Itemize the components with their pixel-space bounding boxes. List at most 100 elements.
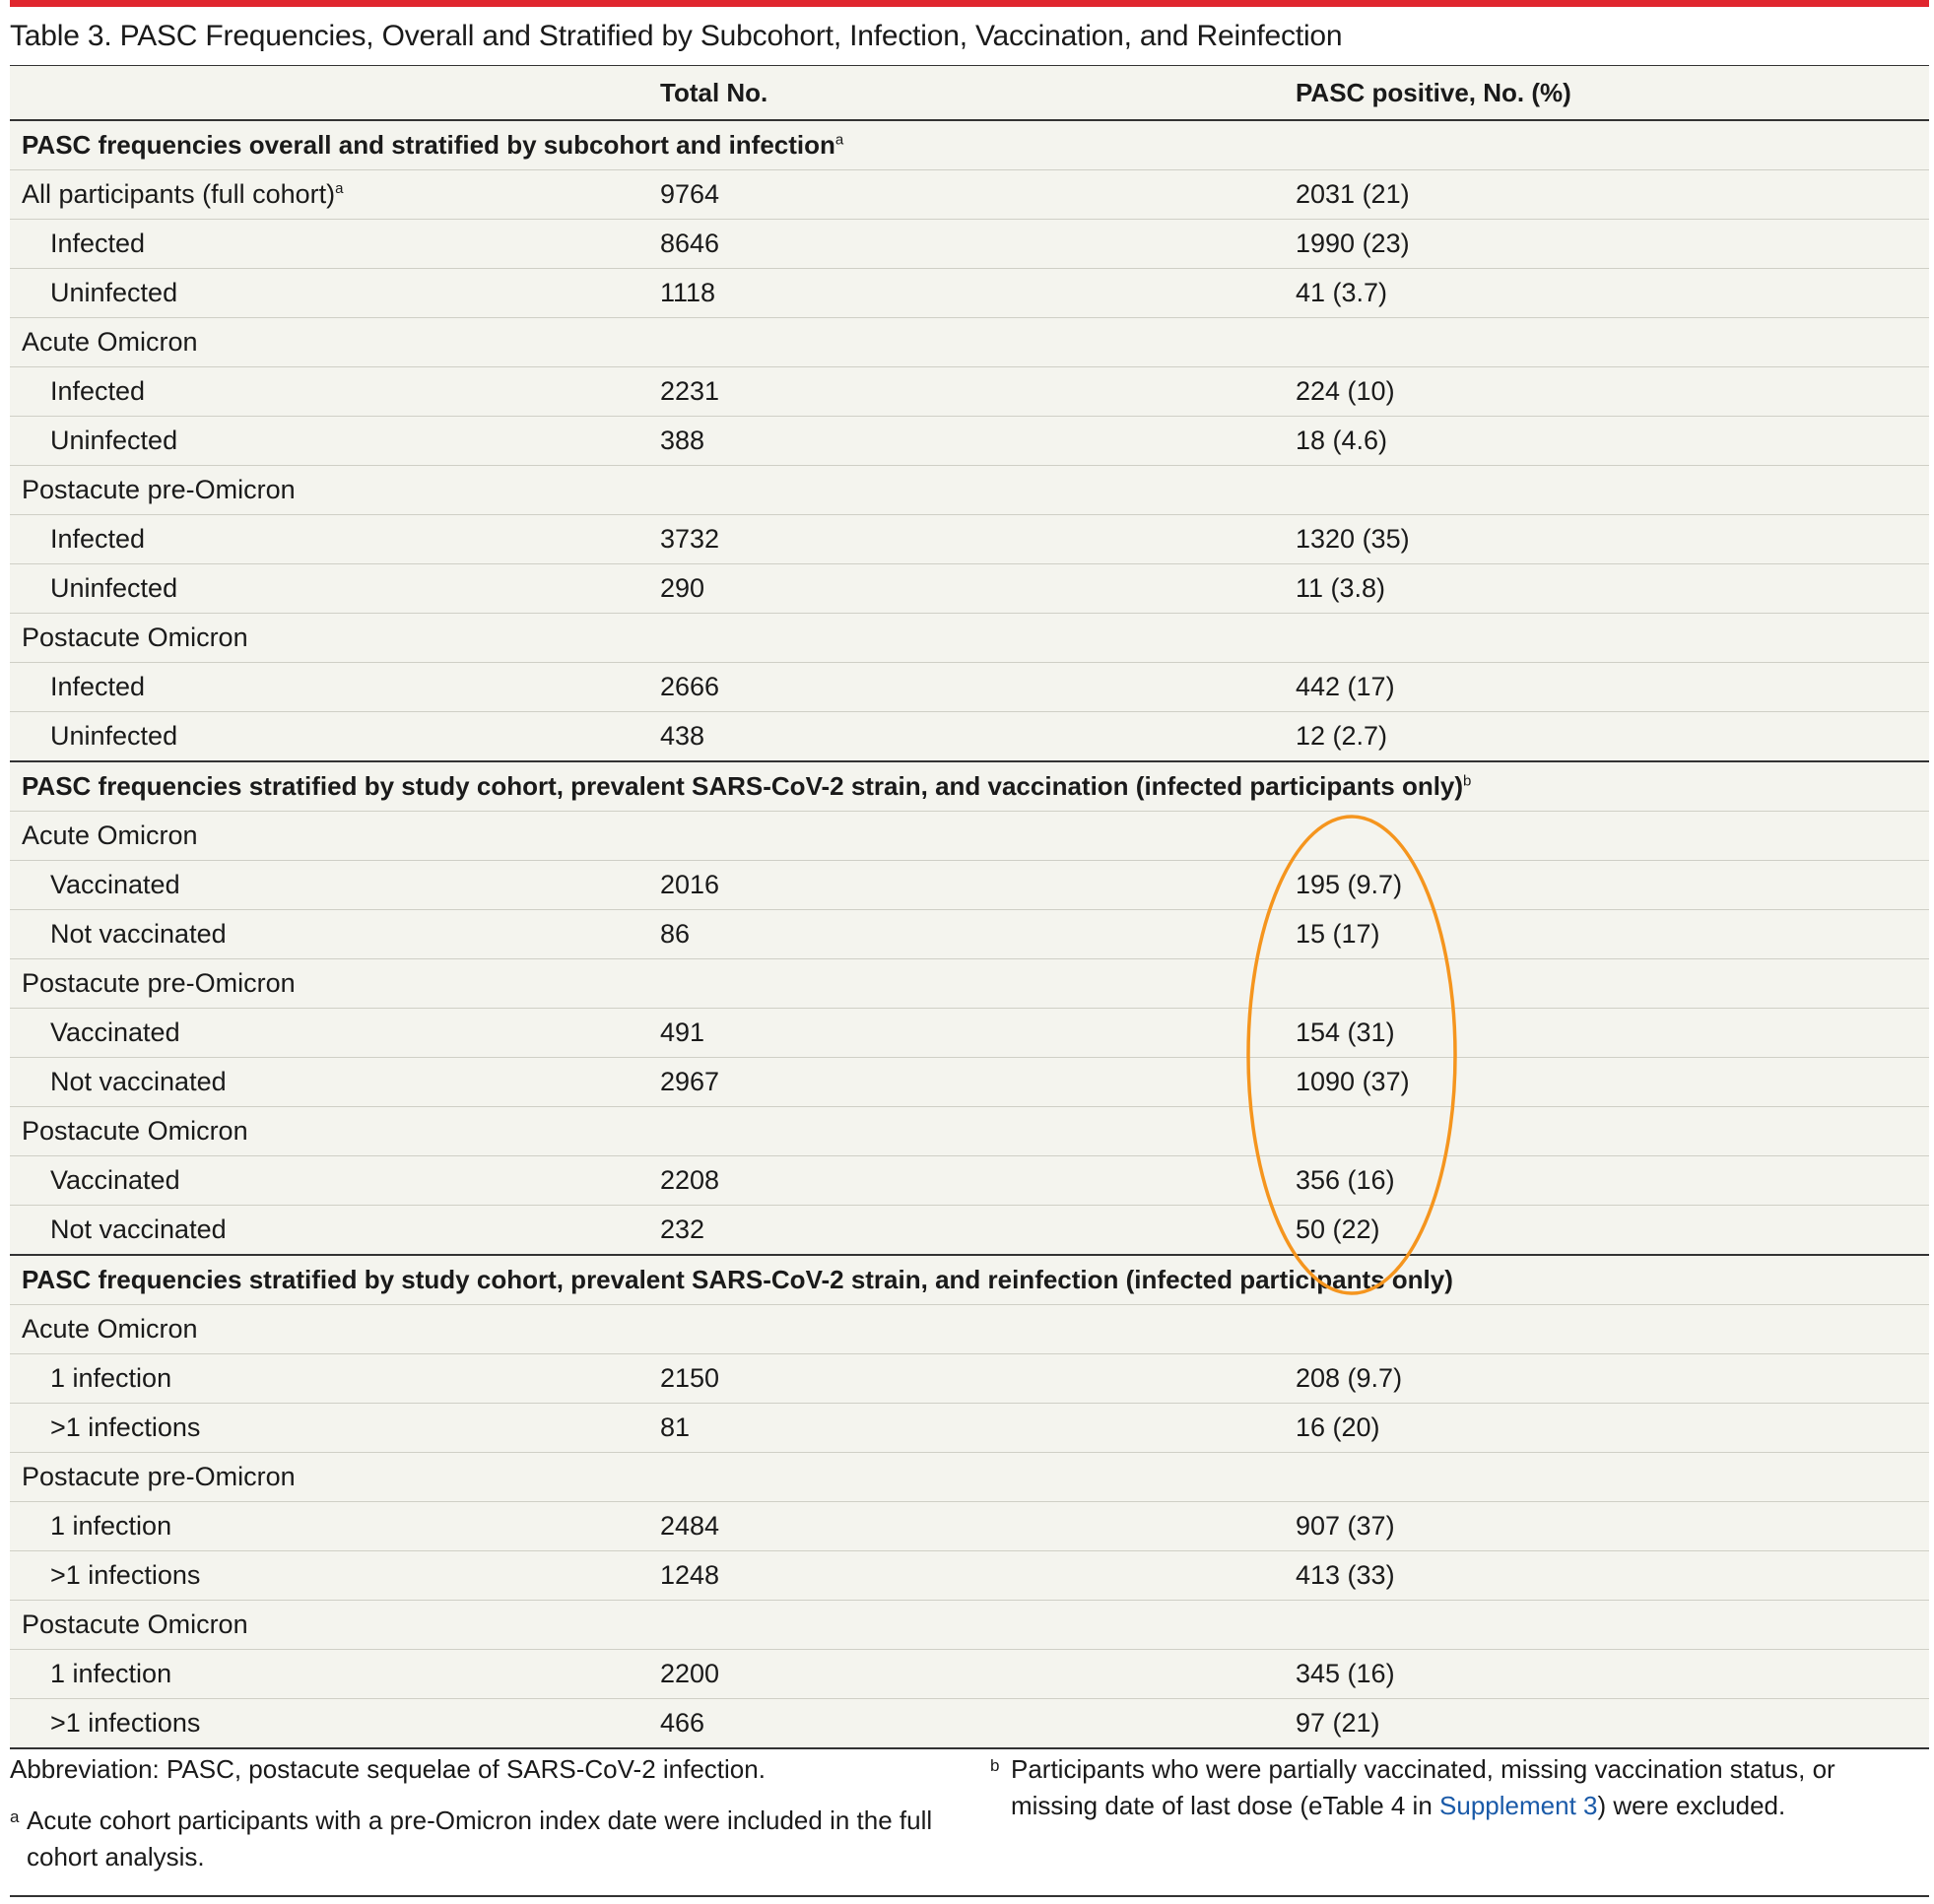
- row-label-text: PASC frequencies stratified by study coh…: [22, 1265, 1453, 1294]
- cell-pasc-positive: 345 (16): [1296, 1659, 1395, 1688]
- row-label-text: All participants (full cohort): [22, 179, 336, 209]
- footnote-marker: a: [834, 131, 844, 149]
- row-label: >1 infections: [50, 1699, 200, 1747]
- table-row: Acute Omicron: [10, 811, 1929, 860]
- row-label-text: Uninfected: [50, 721, 178, 751]
- row-label-text: PASC frequencies stratified by study coh…: [22, 771, 1464, 801]
- cell-total: 9764: [660, 179, 720, 209]
- cell-total: 438: [660, 721, 705, 751]
- table-row: Vaccinated 491 154 (31): [10, 1008, 1929, 1057]
- row-label: Postacute Omicron: [22, 1601, 248, 1649]
- footnote-b-mark: b: [990, 1756, 1000, 1775]
- page-bottom-rule: [10, 1895, 1929, 1897]
- row-label: Uninfected: [50, 712, 177, 760]
- cell-pasc-positive: 154 (31): [1296, 1018, 1395, 1047]
- row-label-text: Acute Omicron: [22, 327, 198, 357]
- table-row: Postacute pre-Omicron: [10, 958, 1929, 1008]
- row-label-text: Vaccinated: [50, 1165, 180, 1195]
- row-label-text: Uninfected: [50, 573, 178, 603]
- row-label: Postacute pre-Omicron: [22, 959, 296, 1008]
- row-label: Postacute pre-Omicron: [22, 1453, 296, 1501]
- row-label-text: 1 infection: [50, 1511, 172, 1541]
- footnote-a: a Acute cohort participants with a pre-O…: [10, 1803, 956, 1875]
- section-header-row: PASC frequencies stratified by study coh…: [10, 1254, 1929, 1304]
- table-row: Uninfected 1118 41 (3.7): [10, 268, 1929, 317]
- row-label: >1 infections: [50, 1551, 200, 1600]
- cell-total: 466: [660, 1708, 705, 1738]
- row-label-text: Infected: [50, 376, 146, 406]
- cell-pasc-positive: 195 (9.7): [1296, 870, 1403, 899]
- footnote-b-text-after: ) were excluded.: [1597, 1791, 1786, 1820]
- cell-total: 2666: [660, 672, 720, 701]
- column-header-total: Total No.: [660, 78, 768, 107]
- table-row: 1 infection 2150 208 (9.7): [10, 1353, 1929, 1403]
- cell-total: 8646: [660, 229, 720, 258]
- table-row: Postacute Omicron: [10, 1600, 1929, 1649]
- table-row: Postacute pre-Omicron: [10, 465, 1929, 514]
- cell-total: 232: [660, 1215, 705, 1244]
- table-row: Infected 8646 1990 (23): [10, 219, 1929, 268]
- row-label: Acute Omicron: [22, 318, 198, 366]
- table-row: All participants (full cohort)a 9764 2031 …: [10, 169, 1929, 219]
- row-label-text: Uninfected: [50, 278, 178, 307]
- row-label: Not vaccinated: [50, 910, 227, 958]
- cell-pasc-positive: 16 (20): [1296, 1412, 1380, 1442]
- row-label-text: Postacute Omicron: [22, 623, 248, 652]
- cell-total: 81: [660, 1412, 691, 1442]
- table-bottom-rule: [10, 1747, 1929, 1749]
- footnote-b-body: Participants who were partially vaccinat…: [990, 1751, 1916, 1824]
- table-title: Table 3. PASC Frequencies, Overall and S…: [10, 20, 1343, 52]
- supplement-link[interactable]: Supplement 3: [1439, 1791, 1598, 1820]
- table-row: Not vaccinated 2967 1090 (37): [10, 1057, 1929, 1106]
- row-label: 1 infection: [50, 1650, 171, 1698]
- table-row: Postacute Omicron: [10, 1106, 1929, 1155]
- row-label-text: 1 infection: [50, 1363, 172, 1393]
- data-table: Total No. PASC positive, No. (%) PASC fr…: [10, 65, 1929, 1749]
- table-row: Infected 2231 224 (10): [10, 366, 1929, 416]
- table-row: Postacute pre-Omicron: [10, 1452, 1929, 1501]
- row-label-text: >1 infections: [50, 1412, 201, 1442]
- table-row: Infected 2666 442 (17): [10, 662, 1929, 711]
- table-row: Infected 3732 1320 (35): [10, 514, 1929, 563]
- table-row: >1 infections 466 97 (21): [10, 1698, 1929, 1747]
- cell-total: 2150: [660, 1363, 720, 1393]
- cell-pasc-positive: 1320 (35): [1296, 524, 1410, 554]
- footnote-abbreviation: Abbreviation: PASC, postacute sequelae o…: [10, 1754, 766, 1784]
- row-label: Postacute Omicron: [22, 614, 248, 662]
- row-label-text: Vaccinated: [50, 1018, 180, 1047]
- row-label-text: PASC frequencies overall and stratified …: [22, 130, 835, 160]
- highlight-ellipse-shape: [1246, 815, 1457, 1295]
- table-row: Uninfected 388 18 (4.6): [10, 416, 1929, 465]
- row-label: PASC frequencies stratified by study coh…: [22, 762, 1471, 811]
- cell-total: 1248: [660, 1560, 720, 1590]
- row-label-text: Infected: [50, 229, 146, 258]
- row-label: PASC frequencies overall and stratified …: [22, 121, 843, 169]
- row-label-text: Postacute pre-Omicron: [22, 1462, 296, 1491]
- cell-pasc-positive: 442 (17): [1296, 672, 1395, 701]
- row-label-text: Acute Omicron: [22, 1314, 198, 1344]
- cell-total: 290: [660, 573, 705, 603]
- row-label: Infected: [50, 367, 145, 416]
- row-label: 1 infection: [50, 1502, 171, 1550]
- footnote-b-text-before: Participants who were partially vaccinat…: [1011, 1754, 1835, 1820]
- footnote-marker: a: [335, 180, 344, 197]
- cell-total: 491: [660, 1018, 705, 1047]
- cell-total: 388: [660, 426, 705, 455]
- highlight-ellipse: [1246, 815, 1457, 1295]
- table-row: Acute Omicron: [10, 1304, 1929, 1353]
- section-header-row: PASC frequencies stratified by study coh…: [10, 760, 1929, 811]
- row-label: Uninfected: [50, 417, 177, 465]
- cell-total: 86: [660, 919, 691, 949]
- cell-pasc-positive: 356 (16): [1296, 1165, 1395, 1195]
- cell-pasc-positive: 208 (9.7): [1296, 1363, 1403, 1393]
- cell-pasc-positive: 12 (2.7): [1296, 721, 1388, 751]
- row-label: Not vaccinated: [50, 1058, 227, 1106]
- row-label: Uninfected: [50, 269, 177, 317]
- row-label-text: Postacute Omicron: [22, 1116, 248, 1146]
- row-label-text: Vaccinated: [50, 870, 180, 899]
- row-label-text: Acute Omicron: [22, 821, 198, 850]
- cell-total: 2231: [660, 376, 720, 406]
- table-row: Uninfected 438 12 (2.7): [10, 711, 1929, 760]
- table-row: Vaccinated 2016 195 (9.7): [10, 860, 1929, 909]
- row-label-text: Infected: [50, 672, 146, 701]
